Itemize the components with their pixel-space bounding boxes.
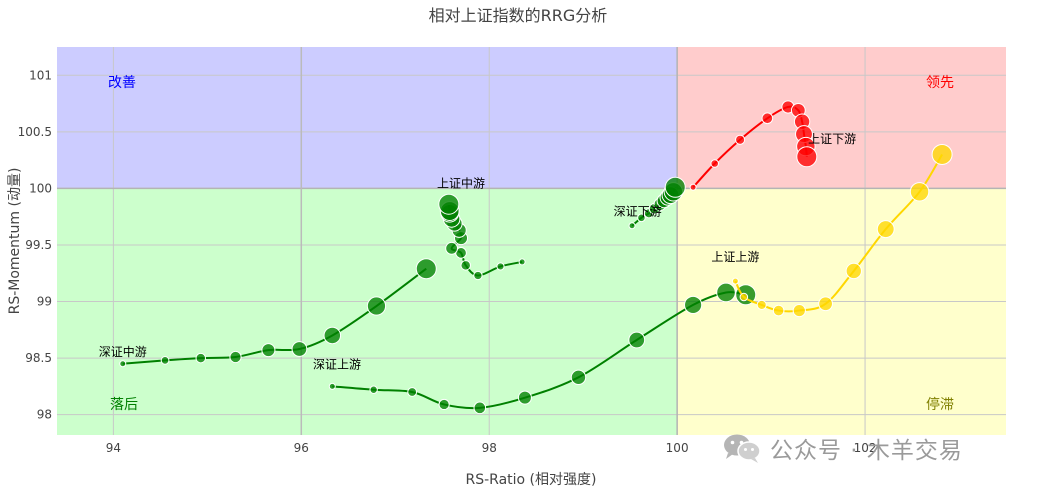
data-point [229,350,242,364]
series-layer [119,100,953,415]
data-point [628,331,646,349]
data-point [195,352,207,364]
quadrant-label-leading: 领先 [926,75,954,91]
quadrant-improving [57,47,678,189]
data-point [160,355,170,365]
y-tick-label: 99.5 [25,238,52,252]
data-point [460,260,471,271]
series-label: 深证上游 [313,357,361,371]
quadrant-backgrounds [57,47,1006,435]
y-tick-label: 99 [37,295,52,309]
data-point [845,262,862,280]
data-point [761,112,774,125]
data-point [710,159,720,168]
data-point [637,213,646,223]
data-point [323,326,342,345]
data-point [876,220,895,239]
data-point [407,387,418,397]
y-tick-label: 100.5 [18,125,52,139]
series-label: 上证上游 [711,250,759,264]
data-point [415,258,437,280]
series-label: 上证中游 [437,175,485,190]
watermark: 公众号 · 木羊交易 [722,428,1007,468]
x-tick-label: 102 [854,441,877,455]
y-tick-label: 100 [29,181,52,195]
data-point [909,182,930,202]
chart-title: 相对上证指数的RRG分析 [429,6,608,25]
data-point [261,343,276,358]
x-axis-ticks: 94 96 98 100 102 [106,441,877,455]
data-point [664,176,686,198]
y-tick-label: 98.5 [25,351,52,365]
data-point [735,134,746,145]
data-point [473,401,487,415]
quadrant-label-weakening: 停滞 [926,396,954,413]
data-point [445,241,459,255]
quadrant-label-lagging: 落后 [110,397,138,413]
data-point [517,390,532,405]
data-point [796,146,818,168]
data-point [818,296,833,312]
data-point [291,341,308,357]
data-point [570,369,587,386]
series-label: 上证下游 [808,132,856,146]
data-point [438,193,460,215]
x-axis-title: RS-Ratio (相对强度) [466,472,597,488]
y-axis-ticks: 98 98.5 99 99.5 100 100.5 101 [18,68,52,421]
y-axis-title: RS-Momentum (动量) [7,168,23,315]
data-point [328,382,336,390]
quadrant-weakening [677,188,1006,435]
data-point [496,262,505,271]
data-point [438,398,450,411]
data-point [756,299,767,310]
data-point [931,143,953,165]
y-tick-label: 98 [37,408,52,422]
data-point [369,385,378,394]
data-point [518,258,526,266]
watermark-text: 公众号 · 木羊交易 [770,438,963,464]
data-point [739,292,749,302]
data-point [684,295,703,315]
data-point [792,303,806,318]
quadrant-leading [677,47,1006,189]
quadrant-label-improving: 改善 [108,75,136,91]
series-label: 深证中游 [99,344,147,359]
data-point [119,360,127,368]
series-label: 深证下游 [614,205,662,219]
x-tick-label: 94 [106,441,121,455]
y-tick-label: 101 [29,68,52,82]
data-point [772,304,785,317]
series-line [734,153,943,313]
x-tick-label: 96 [294,441,309,455]
x-tick-label: 100 [666,441,689,455]
data-point [731,277,739,285]
data-point [473,270,483,281]
wechat-icon [724,434,761,463]
x-tick-label: 98 [482,441,497,455]
data-point [716,282,736,303]
data-point [689,183,697,191]
data-point [366,296,387,316]
data-point [628,222,636,230]
grid-lines [57,47,1006,435]
